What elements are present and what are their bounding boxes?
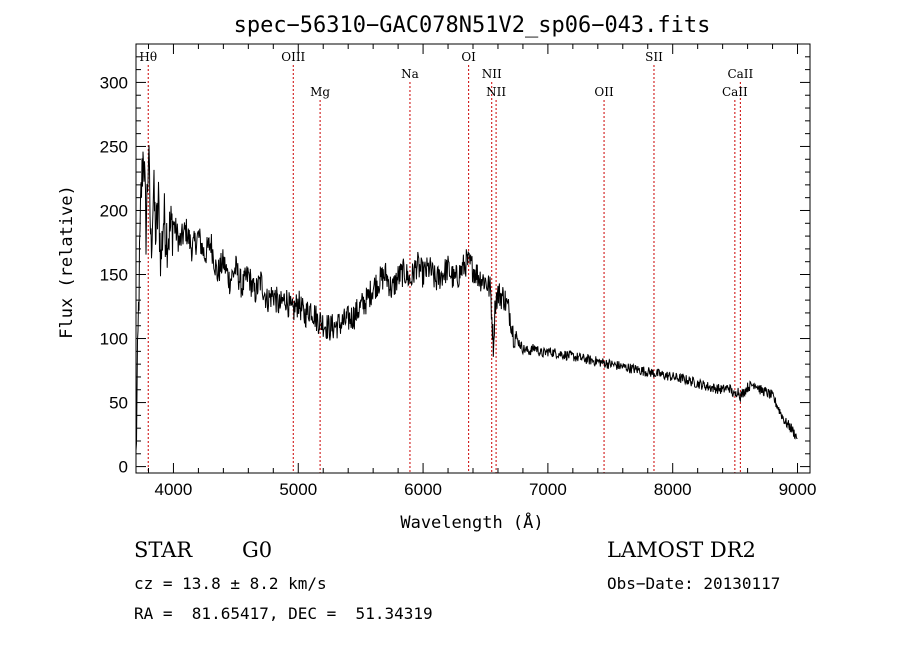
y-tick-label: 150	[100, 266, 128, 285]
x-tick-label: 8000	[654, 480, 692, 499]
coordinates: RA = 81.65417, DEC = 51.34319	[134, 604, 433, 623]
line-marker-label: Hθ	[139, 50, 157, 64]
x-tick-label: 6000	[404, 480, 442, 499]
object-subclass: G0	[242, 538, 273, 562]
object-class: STAR	[134, 538, 193, 562]
y-tick-label: 300	[100, 73, 128, 92]
spectrum-line	[135, 145, 798, 451]
x-tick-label: 5000	[279, 480, 317, 499]
line-marker-label: Mg	[310, 85, 330, 99]
line-marker-label: OIII	[281, 50, 305, 64]
line-marker-label: CaII	[727, 67, 753, 81]
plot-frame	[135, 43, 811, 474]
y-tick-label: 0	[119, 458, 128, 477]
obs-date: Obs−Date: 20130117	[607, 574, 781, 593]
x-tick-label: 9000	[779, 480, 817, 499]
line-marker-label: OI	[461, 50, 476, 64]
line-marker-label: NII	[486, 85, 506, 99]
y-tick-label: 100	[100, 330, 128, 349]
y-axis: 0 50 100 150 200 250 300	[100, 56, 810, 477]
chart-title: spec−56310−GAC078N51V2_sp06−043.fits	[234, 13, 711, 38]
y-axis-label: Flux (relative)	[57, 185, 77, 339]
line-marker-label: SII	[645, 50, 663, 64]
x-tick-label: 7000	[529, 480, 567, 499]
spectrum-plot	[135, 145, 798, 451]
x-tick-label: 4000	[155, 480, 193, 499]
line-marker-label: Na	[401, 67, 419, 81]
line-marker-label: CaII	[722, 85, 748, 99]
x-axis: 4000 5000 6000 7000 8000 9000	[147, 44, 817, 499]
line-marker-label: NII	[482, 67, 502, 81]
y-tick-label: 200	[100, 201, 128, 220]
redshift-text: cz = 13.8 ± 8.2 km/s	[134, 574, 327, 593]
line-marker-group: Hθ OIII Mg Na OI NII NII OII SII CaII CaII	[139, 50, 754, 473]
y-tick-label: 50	[109, 394, 128, 413]
survey-label: LAMOST DR2	[607, 538, 756, 562]
line-marker-label: OII	[594, 85, 614, 99]
y-tick-label: 250	[100, 137, 128, 156]
x-axis-label: Wavelength (Å)	[400, 511, 543, 533]
